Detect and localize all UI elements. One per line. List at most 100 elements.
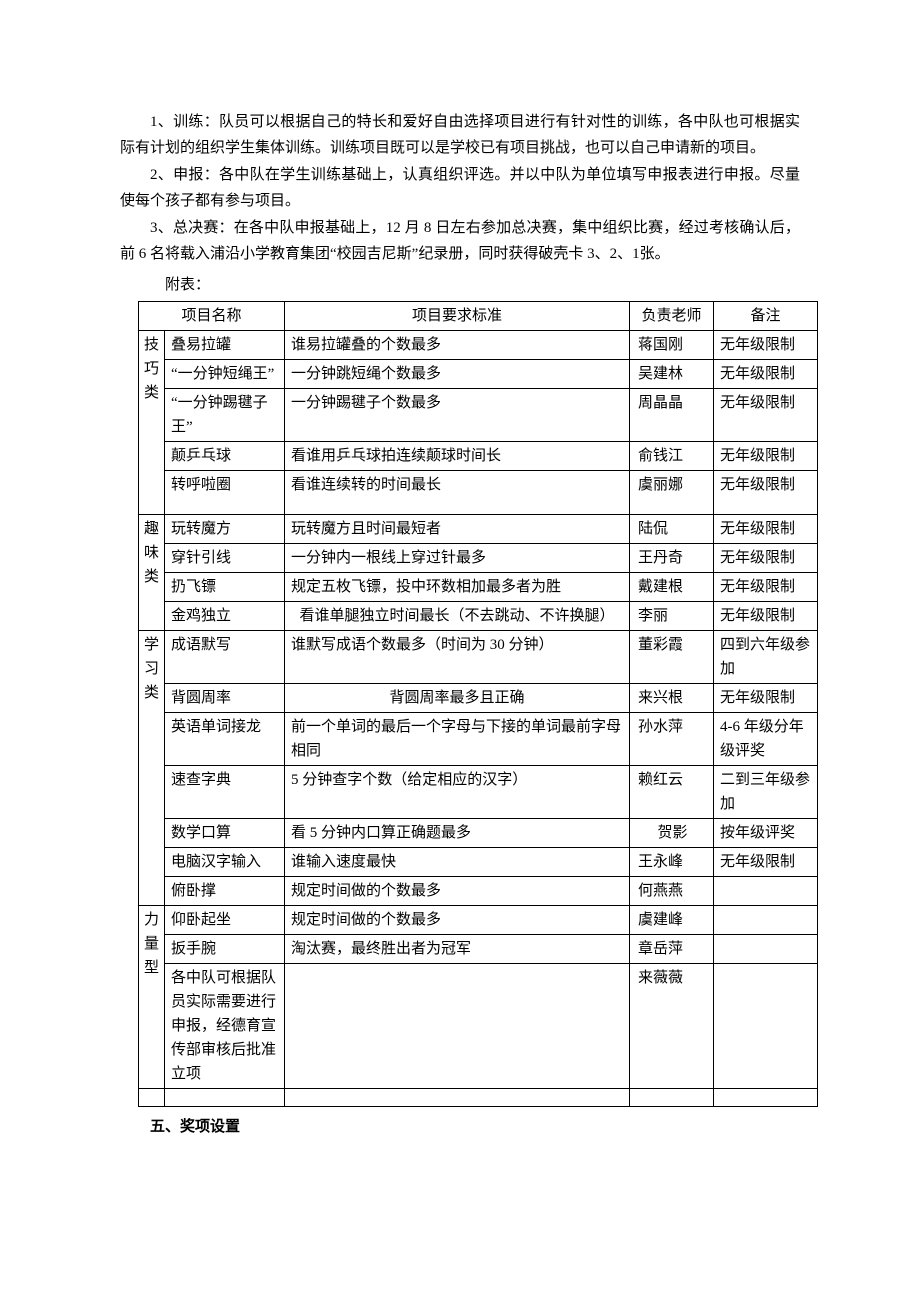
cell-name: 成语默写: [165, 630, 285, 683]
cell-req: 淘汰赛，最终胜出者为冠军: [285, 934, 630, 963]
table-row: 扔飞镖 规定五枚飞镖，投中环数相加最多者为胜 戴建根 无年级限制: [139, 572, 818, 601]
cell-req: 谁易拉罐叠的个数最多: [285, 330, 630, 359]
cell-req: 看谁单腿独立时间最长（不去跳动、不许换腿）: [285, 601, 630, 630]
table-row: 颠乒乓球 看谁用乒乓球拍连续颠球时间长 俞钱江 无年级限制: [139, 441, 818, 470]
paragraph-final: 3、总决赛：在各中队申报基础上，12 月 8 日左右参加总决赛，集中组织比赛，经…: [120, 216, 800, 267]
cell-req: 规定时间做的个数最多: [285, 905, 630, 934]
cell-note: [714, 876, 818, 905]
table-row: 英语单词接龙 前一个单词的最后一个字母与下接的单词最前字母相同 孙水萍 4-6 …: [139, 712, 818, 765]
table-row: 金鸡独立 看谁单腿独立时间最长（不去跳动、不许换腿） 李丽 无年级限制: [139, 601, 818, 630]
cell-teacher: 虞建峰: [630, 905, 714, 934]
cell-req: 一分钟跳短绳个数最多: [285, 359, 630, 388]
cell-teacher: 王丹奇: [630, 543, 714, 572]
cell-teacher: 戴建根: [630, 572, 714, 601]
cell-name: 玩转魔方: [165, 514, 285, 543]
table-header-row: 项目名称 项目要求标准 负责老师 备注: [139, 301, 818, 330]
cell-req: 看谁用乒乓球拍连续颠球时间长: [285, 441, 630, 470]
cell-teacher: 陆侃: [630, 514, 714, 543]
header-name: 项目名称: [139, 301, 285, 330]
table-row: 趣味类 玩转魔方 玩转魔方且时间最短者 陆侃 无年级限制: [139, 514, 818, 543]
cell-req: [285, 963, 630, 1088]
table-row: “一分钟踢毽子王” 一分钟踢毽子个数最多 周晶晶 无年级限制: [139, 388, 818, 441]
table-row: 各中队可根据队员实际需要进行申报，经德育宣传部审核后批准立项 来薇薇: [139, 963, 818, 1088]
table-row: 俯卧撑 规定时间做的个数最多 何燕燕: [139, 876, 818, 905]
table-row: 扳手腕 淘汰赛，最终胜出者为冠军 章岳萍: [139, 934, 818, 963]
cell-teacher: 王永峰: [630, 847, 714, 876]
cell-teacher: 来兴根: [630, 683, 714, 712]
cell-teacher: 贺影: [630, 818, 714, 847]
cell-teacher: 李丽: [630, 601, 714, 630]
cell-teacher: 蒋国刚: [630, 330, 714, 359]
cell-teacher: 周晶晶: [630, 388, 714, 441]
cell-name: “一分钟踢毽子王”: [165, 388, 285, 441]
cell-name: 仰卧起坐: [165, 905, 285, 934]
cell-name: 扔飞镖: [165, 572, 285, 601]
cell-teacher: 章岳萍: [630, 934, 714, 963]
table-empty-row: [139, 1088, 818, 1106]
attach-label: 附表：: [120, 273, 800, 299]
table-row: 电脑汉字输入 谁输入速度最快 王永峰 无年级限制: [139, 847, 818, 876]
table-row: 速查字典 5 分钟查字个数（给定相应的汉字） 赖红云 二到三年级参加: [139, 765, 818, 818]
cell-req: 看谁连续转的时间最长: [285, 470, 630, 514]
cell-name: 数学口算: [165, 818, 285, 847]
cell-note: 4-6 年级分年级评奖: [714, 712, 818, 765]
header-teacher: 负责老师: [630, 301, 714, 330]
events-table: 项目名称 项目要求标准 负责老师 备注 技巧类 叠易拉罐 谁易拉罐叠的个数最多 …: [138, 301, 818, 1107]
category-skill: 技巧类: [139, 330, 165, 514]
table-row: 转呼啦圈 看谁连续转的时间最长 虞丽娜 无年级限制: [139, 470, 818, 514]
cell-name: “一分钟短绳王”: [165, 359, 285, 388]
cell-note: [714, 934, 818, 963]
cell-req: 一分钟内一根线上穿过针最多: [285, 543, 630, 572]
cell-teacher: 何燕燕: [630, 876, 714, 905]
cell-name: 各中队可根据队员实际需要进行申报，经德育宣传部审核后批准立项: [165, 963, 285, 1088]
cell-note: 无年级限制: [714, 388, 818, 441]
cell-note: [714, 963, 818, 1088]
header-note: 备注: [714, 301, 818, 330]
cell-note: 无年级限制: [714, 543, 818, 572]
cell-note: 按年级评奖: [714, 818, 818, 847]
cell-name: 背圆周率: [165, 683, 285, 712]
cell-note: [714, 905, 818, 934]
cell-name: 速查字典: [165, 765, 285, 818]
cell-name: 转呼啦圈: [165, 470, 285, 514]
cell-req: 前一个单词的最后一个字母与下接的单词最前字母相同: [285, 712, 630, 765]
cell-name: 扳手腕: [165, 934, 285, 963]
cell-name: 电脑汉字输入: [165, 847, 285, 876]
table-row: 技巧类 叠易拉罐 谁易拉罐叠的个数最多 蒋国刚 无年级限制: [139, 330, 818, 359]
cell-req: 规定时间做的个数最多: [285, 876, 630, 905]
cell-note: 无年级限制: [714, 359, 818, 388]
cell-name: 金鸡独立: [165, 601, 285, 630]
cell-note: 无年级限制: [714, 514, 818, 543]
cell-note: 无年级限制: [714, 601, 818, 630]
paragraph-training: 1、训练：队员可以根据自己的特长和爱好自由选择项目进行有针对性的训练，各中队也可…: [120, 110, 800, 161]
category-fun: 趣味类: [139, 514, 165, 630]
cell-teacher: 俞钱江: [630, 441, 714, 470]
table-row: 学习类 成语默写 谁默写成语个数最多（时间为 30 分钟） 董彩霞 四到六年级参…: [139, 630, 818, 683]
cell-req: 玩转魔方且时间最短者: [285, 514, 630, 543]
cell-name: 颠乒乓球: [165, 441, 285, 470]
table-row: 数学口算 看 5 分钟内口算正确题最多 贺影 按年级评奖: [139, 818, 818, 847]
cell-req: 看 5 分钟内口算正确题最多: [285, 818, 630, 847]
cell-note: 无年级限制: [714, 470, 818, 514]
cell-note: 二到三年级参加: [714, 765, 818, 818]
cell-name: 穿针引线: [165, 543, 285, 572]
category-study: 学习类: [139, 630, 165, 905]
cell-name: 叠易拉罐: [165, 330, 285, 359]
cell-note: 无年级限制: [714, 441, 818, 470]
cell-teacher: 来薇薇: [630, 963, 714, 1088]
cell-note: 无年级限制: [714, 847, 818, 876]
cell-name: 俯卧撑: [165, 876, 285, 905]
table-row: “一分钟短绳王” 一分钟跳短绳个数最多 吴建林 无年级限制: [139, 359, 818, 388]
cell-note: 无年级限制: [714, 572, 818, 601]
table-row: 力量型 仰卧起坐 规定时间做的个数最多 虞建峰: [139, 905, 818, 934]
cell-req: 背圆周率最多且正确: [285, 683, 630, 712]
table-row: 背圆周率 背圆周率最多且正确 来兴根 无年级限制: [139, 683, 818, 712]
cell-teacher: 吴建林: [630, 359, 714, 388]
cell-note: 四到六年级参加: [714, 630, 818, 683]
table-row: 穿针引线 一分钟内一根线上穿过针最多 王丹奇 无年级限制: [139, 543, 818, 572]
cell-req: 谁默写成语个数最多（时间为 30 分钟）: [285, 630, 630, 683]
cell-teacher: 董彩霞: [630, 630, 714, 683]
cell-name: 英语单词接龙: [165, 712, 285, 765]
awards-heading: 五、奖项设置: [120, 1115, 800, 1141]
cell-teacher: 赖红云: [630, 765, 714, 818]
